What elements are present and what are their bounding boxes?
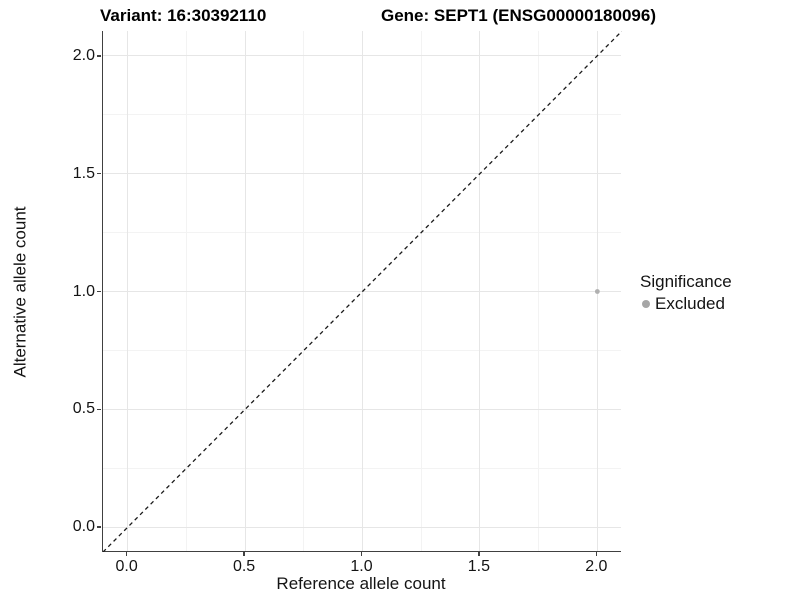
x-axis-tick	[478, 552, 480, 556]
y-axis-tick	[97, 290, 101, 293]
y-axis-title: Alternative allele count	[10, 206, 30, 378]
plot-title-variant: Variant: 16:30392110	[100, 6, 267, 25]
y-axis-tick	[97, 172, 101, 175]
plot-layer	[103, 31, 622, 552]
y-axis-tick	[97, 526, 101, 528]
x-axis-tick	[360, 552, 363, 556]
legend-title: Significance	[640, 272, 732, 291]
y-tick-label: 0.5	[72, 400, 95, 418]
plot-panel	[102, 31, 622, 552]
y-tick-label: 0.0	[72, 518, 95, 536]
y-tick-label: 1.5	[72, 164, 95, 182]
gridline-major-horizontal	[103, 408, 621, 410]
plot-title-gene: Gene: SEPT1 (ENSG00000180096)	[381, 6, 656, 25]
x-tick-label: 1.0	[350, 558, 373, 575]
legend-key-dot-icon	[642, 299, 650, 308]
x-axis-title: Reference allele count	[276, 574, 446, 593]
legend-item-label: Excluded	[655, 293, 725, 313]
x-axis-tick	[125, 552, 128, 556]
legend: Significance Excluded	[640, 272, 732, 313]
x-tick-label: 0.5	[232, 558, 256, 575]
x-axis-tick	[595, 552, 598, 556]
gridline-major-horizontal	[103, 173, 621, 175]
x-tick-label: 0.0	[115, 558, 138, 575]
data-point	[594, 289, 600, 294]
x-tick-label: 1.5	[467, 558, 491, 575]
y-axis-tick	[97, 408, 101, 411]
x-tick-label: 2.0	[585, 558, 608, 575]
legend-item-excluded: Excluded	[640, 293, 732, 314]
y-axis-tick	[97, 55, 101, 57]
gridline-major-horizontal	[103, 291, 621, 292]
x-axis-tick	[243, 552, 245, 556]
y-tick-label: 2.0	[72, 46, 95, 64]
gridline-major-horizontal	[103, 526, 621, 528]
identity-dashed-line	[103, 31, 622, 552]
gridline-major-horizontal	[103, 55, 621, 57]
y-tick-label: 1.0	[72, 282, 95, 300]
